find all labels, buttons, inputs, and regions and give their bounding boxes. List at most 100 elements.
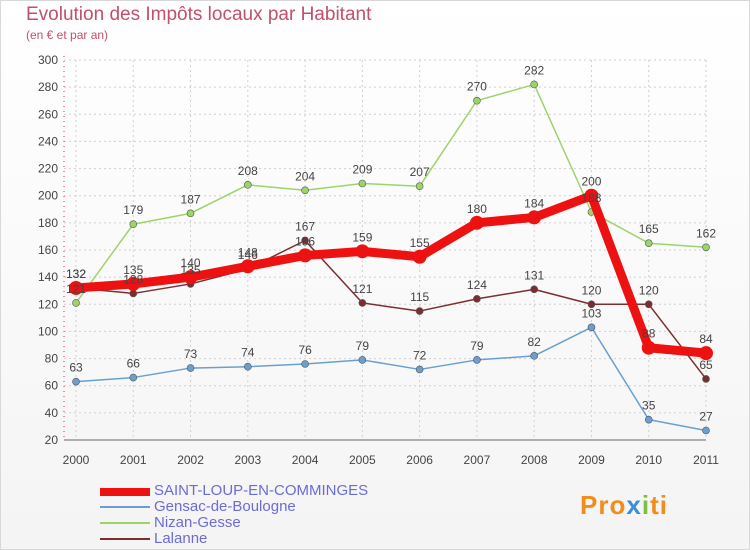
data-point	[702, 243, 710, 252]
data-point	[702, 426, 710, 435]
data-label: 65	[699, 358, 713, 372]
y-tick-label: 80	[45, 352, 59, 366]
data-label: 115	[410, 290, 429, 304]
data-point	[584, 188, 599, 203]
data-point	[240, 259, 255, 274]
y-tick-label: 180	[38, 216, 58, 230]
data-label: 188	[581, 191, 601, 205]
data-point	[473, 96, 481, 105]
legend-label: Nizan-Gesse	[154, 514, 241, 531]
data-point	[244, 181, 252, 189]
data-point	[530, 80, 538, 89]
data-label: 124	[467, 278, 487, 292]
data-label: 159	[352, 230, 372, 244]
data-point	[72, 377, 80, 386]
x-tick-label: 2011	[693, 453, 719, 467]
data-point	[587, 323, 596, 332]
data-label: 156	[295, 234, 315, 248]
data-label: 66	[127, 357, 141, 371]
y-tick-label: 300	[38, 53, 58, 67]
series-line-3	[75, 239, 707, 380]
legend-swatch	[100, 538, 150, 540]
data-point	[186, 209, 195, 218]
data-label: 207	[410, 165, 430, 179]
y-tick-label: 200	[38, 189, 58, 203]
data-point	[183, 270, 198, 285]
data-label: 63	[69, 361, 83, 375]
data-point	[699, 346, 713, 361]
data-label: 187	[181, 192, 201, 206]
data-point	[473, 295, 481, 303]
x-tick-label: 2006	[406, 453, 433, 467]
data-label: 79	[470, 339, 484, 353]
data-label: 82	[528, 335, 542, 349]
data-point	[358, 356, 367, 364]
data-point	[641, 340, 656, 355]
y-tick-label: 120	[38, 297, 58, 311]
data-point	[355, 244, 370, 259]
x-tick-label: 2002	[177, 453, 204, 467]
series-line-1	[75, 326, 707, 432]
data-label: 200	[581, 175, 601, 189]
data-point	[530, 285, 538, 294]
data-point	[244, 362, 252, 371]
data-label: 135	[181, 263, 201, 277]
data-point	[415, 182, 424, 191]
data-label: 74	[241, 346, 255, 360]
y-tick-label: 20	[45, 433, 59, 447]
y-tick-label: 60	[45, 379, 59, 393]
series-line-2	[75, 83, 707, 304]
legend-swatch	[100, 506, 150, 508]
data-point	[186, 364, 195, 372]
y-tick-label: 40	[45, 406, 59, 420]
x-tick-label: 2003	[234, 453, 261, 467]
x-tick-label: 2009	[578, 453, 605, 467]
data-point	[358, 299, 367, 307]
data-label: 73	[184, 347, 198, 361]
data-label: 120	[581, 283, 601, 297]
data-point	[129, 373, 138, 382]
x-tick-label: 2005	[349, 453, 376, 467]
proxiti-logo: Proxiti	[580, 490, 668, 520]
data-label: 140	[181, 256, 201, 270]
data-point	[702, 375, 710, 383]
data-label: 208	[238, 164, 258, 178]
data-point	[129, 289, 138, 298]
data-point	[644, 239, 653, 248]
data-label: 88	[642, 327, 656, 341]
y-tick-label: 280	[38, 80, 58, 94]
data-label: 184	[524, 196, 544, 210]
legend-swatch	[100, 488, 150, 496]
data-label: 131	[524, 268, 544, 282]
data-label: 72	[413, 348, 427, 362]
data-point	[587, 300, 596, 309]
data-label: 120	[639, 283, 659, 297]
data-label: 79	[356, 339, 370, 353]
data-point	[473, 356, 481, 364]
y-tick-label: 160	[38, 243, 58, 257]
data-label: 146	[238, 248, 258, 262]
y-tick-label: 100	[38, 324, 58, 338]
chart-title: Evolution des Impôts locaux par Habitant	[26, 4, 372, 25]
data-label: 282	[524, 63, 544, 77]
data-point	[530, 352, 538, 360]
data-label: 270	[467, 80, 487, 94]
data-point	[644, 300, 653, 309]
data-point	[126, 276, 141, 291]
data-label: 132	[66, 267, 86, 281]
y-tick-label: 140	[38, 270, 58, 284]
data-label: 162	[696, 226, 716, 240]
data-point	[469, 215, 484, 230]
y-tick-label: 240	[38, 134, 58, 148]
data-point	[129, 220, 138, 229]
data-label: 148	[238, 245, 258, 259]
x-tick-label: 2010	[635, 453, 662, 467]
data-label: 204	[295, 169, 315, 183]
data-label: 209	[352, 163, 372, 177]
data-point	[301, 186, 309, 195]
x-tick-label: 2007	[464, 453, 491, 467]
data-point	[412, 249, 427, 264]
data-point	[415, 365, 424, 374]
x-tick-label: 2000	[63, 453, 90, 467]
